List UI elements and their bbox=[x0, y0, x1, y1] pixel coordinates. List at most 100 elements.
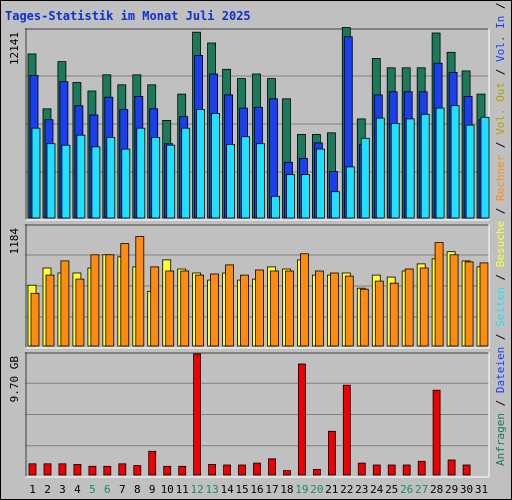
chart-panels bbox=[25, 27, 490, 478]
bar-volumen-day-29 bbox=[447, 459, 456, 476]
legend-entry: Rechner bbox=[494, 154, 507, 201]
bar-volumen-day-21 bbox=[327, 430, 336, 476]
x-tick-label-day-3: 3 bbox=[59, 483, 66, 496]
x-tick-label-day-15: 15 bbox=[235, 483, 248, 496]
bar-rechner-day-3 bbox=[60, 260, 70, 347]
bar-volumen-day-13 bbox=[208, 463, 217, 476]
bar-rechner-day-9 bbox=[150, 266, 160, 347]
bar-rechner-day-21 bbox=[329, 272, 339, 347]
x-tick-label-day-29: 29 bbox=[445, 483, 458, 496]
y-max-label: 12141 bbox=[8, 32, 21, 65]
x-tick-label-day-21: 21 bbox=[325, 483, 338, 496]
x-tick-label-day-16: 16 bbox=[250, 483, 263, 496]
legend-entry: Dateien bbox=[494, 347, 507, 393]
bar-volumen-day-17 bbox=[268, 458, 276, 476]
bar-volumen-day-28 bbox=[432, 389, 441, 476]
bar-volumen-day-19 bbox=[297, 363, 306, 476]
y-max-label: 1184 bbox=[8, 228, 21, 255]
bar-seiten-day-6 bbox=[106, 137, 116, 219]
bar-seiten-day-4 bbox=[76, 134, 86, 219]
bar-rechner-day-17 bbox=[270, 270, 279, 347]
bar-seiten-day-15 bbox=[241, 136, 250, 219]
bar-seiten-day-11 bbox=[181, 127, 191, 219]
legend-entry: / bbox=[494, 135, 507, 155]
x-tick-label-day-19: 19 bbox=[295, 483, 308, 496]
bar-seiten-day-16 bbox=[256, 143, 265, 219]
panel-2 bbox=[25, 224, 490, 349]
bar-volumen-day-8 bbox=[133, 465, 142, 476]
bar-seiten-day-21 bbox=[330, 191, 340, 219]
bar-volumen-day-7 bbox=[118, 463, 127, 476]
bar-seiten-day-28 bbox=[435, 107, 445, 219]
bar-volumen-day-11 bbox=[178, 465, 187, 476]
bar-rechner-day-19 bbox=[299, 253, 309, 347]
bar-rechner-day-6 bbox=[105, 254, 115, 347]
x-tick-label-day-2: 2 bbox=[44, 483, 51, 496]
x-tick-label-day-5: 5 bbox=[89, 483, 96, 496]
x-tick-label-day-31: 31 bbox=[475, 483, 488, 496]
bar-rechner-day-12 bbox=[195, 274, 205, 347]
x-tick-label-day-12: 12 bbox=[190, 483, 203, 496]
bar-volumen-day-26 bbox=[402, 464, 411, 476]
bar-seiten-day-14 bbox=[226, 143, 236, 219]
bar-rechner-day-5 bbox=[90, 254, 100, 347]
chart-title: Tages-Statistik im Monat Juli 2025 bbox=[5, 9, 251, 23]
bar-rechner-day-22 bbox=[344, 275, 354, 347]
bar-seiten-day-27 bbox=[420, 113, 430, 219]
bar-seiten-day-31 bbox=[480, 116, 490, 219]
bar-rechner-day-13 bbox=[210, 273, 220, 347]
x-tick-label-day-18: 18 bbox=[280, 483, 293, 496]
bar-volumen-day-12 bbox=[193, 353, 202, 476]
legend-entry: / bbox=[494, 393, 507, 413]
bar-rechner-day-7 bbox=[120, 243, 130, 347]
bar-volumen-day-4 bbox=[73, 463, 82, 476]
bar-volumen-day-25 bbox=[387, 464, 396, 476]
bar-volumen-day-15 bbox=[238, 464, 246, 476]
bar-volumen-day-9 bbox=[148, 450, 157, 476]
right-legend: Anfragen / Dateien / Seiten / Besuche / … bbox=[494, 0, 507, 466]
bar-seiten-day-7 bbox=[121, 148, 131, 219]
bar-seiten-day-10 bbox=[166, 144, 176, 219]
x-tick-label-day-25: 25 bbox=[385, 483, 398, 496]
x-tick-label-day-27: 27 bbox=[415, 483, 428, 496]
x-tick-label-day-11: 11 bbox=[176, 483, 189, 496]
x-tick-label-day-4: 4 bbox=[74, 483, 81, 496]
bar-rechner-day-31 bbox=[479, 262, 489, 347]
bar-rechner-day-2 bbox=[45, 274, 55, 347]
bar-seiten-day-25 bbox=[390, 123, 400, 219]
bar-rechner-day-25 bbox=[389, 282, 399, 347]
bar-seiten-day-12 bbox=[196, 109, 206, 219]
bar-volumen-day-27 bbox=[417, 460, 426, 476]
bar-seiten-day-9 bbox=[151, 137, 161, 219]
bar-volumen-day-2 bbox=[43, 463, 52, 476]
bar-volumen-day-14 bbox=[223, 464, 232, 476]
x-tick-label-day-14: 14 bbox=[220, 483, 234, 496]
bar-seiten-day-30 bbox=[465, 124, 475, 219]
bar-volumen-day-5 bbox=[88, 465, 97, 476]
x-tick-label-day-26: 26 bbox=[400, 483, 413, 496]
bar-volumen-day-6 bbox=[103, 465, 112, 476]
bar-seiten-day-19 bbox=[300, 174, 310, 219]
bar-seiten-day-22 bbox=[345, 166, 355, 219]
bar-rechner-day-14 bbox=[225, 264, 235, 347]
bar-rechner-day-1 bbox=[30, 292, 40, 347]
bar-seiten-day-8 bbox=[136, 127, 146, 219]
bar-seiten-day-1 bbox=[31, 127, 41, 219]
bar-rechner-day-15 bbox=[240, 274, 249, 347]
x-axis-labels: 1 2 3 4 5 6 7 8 9 10 11 12 13 14 15 16 17 18 19 20 21 22 23 24 2… bbox=[29, 483, 488, 496]
x-tick-label-day-13: 13 bbox=[205, 483, 218, 496]
legend-entry: / bbox=[494, 201, 507, 221]
panel-1 bbox=[25, 27, 490, 221]
bar-volumen-day-18 bbox=[283, 470, 291, 476]
bar-seiten-day-2 bbox=[46, 143, 56, 219]
legend-entry: Vol. Out bbox=[494, 82, 507, 135]
bar-rechner-day-16 bbox=[255, 269, 264, 347]
x-tick-label-day-17: 17 bbox=[265, 483, 278, 496]
legend-entry: / bbox=[494, 0, 507, 16]
bar-rechner-day-30 bbox=[464, 261, 474, 347]
x-tick-label-day-8: 8 bbox=[134, 483, 141, 496]
bar-rechner-day-10 bbox=[165, 270, 175, 347]
x-tick-label-day-23: 23 bbox=[355, 483, 368, 496]
bar-rechner-day-27 bbox=[419, 267, 429, 347]
bar-rechner-day-26 bbox=[404, 268, 414, 347]
